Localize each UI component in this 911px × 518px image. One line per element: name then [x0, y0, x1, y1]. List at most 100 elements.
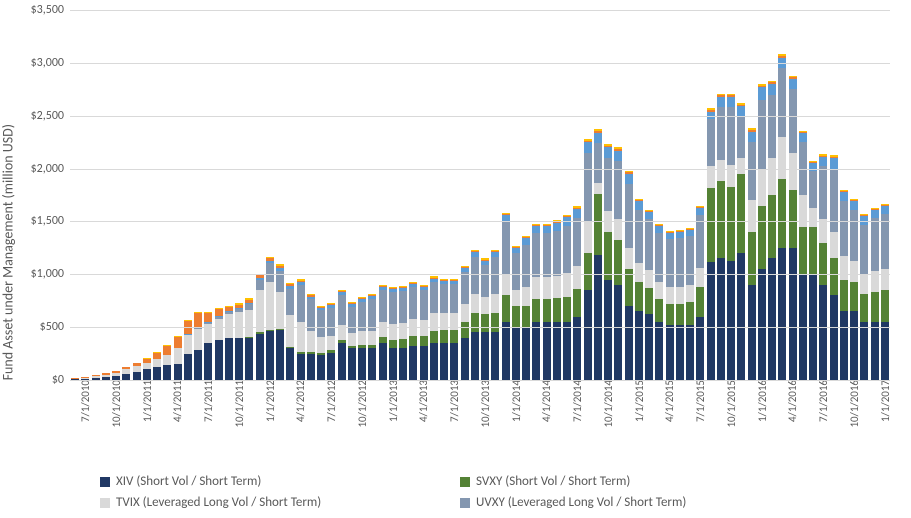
bar-stack [327, 303, 335, 380]
bar-slot [296, 10, 306, 380]
bar-stack [102, 373, 110, 380]
bar-segment-UVXY [266, 263, 274, 282]
bar-segment-OTHER1 [809, 163, 817, 170]
x-tick-label: 10/1/2010 [106, 380, 123, 428]
bar-stack [163, 345, 171, 380]
bar-slot: 7/1/2015 [685, 10, 695, 380]
bar-stack [871, 208, 879, 380]
bar-segment-UVXY [491, 257, 499, 294]
bar-segment-XIV [307, 354, 315, 380]
bar-segment-TVIX [573, 266, 581, 289]
bar-slot: 7/1/2011 [193, 10, 203, 380]
bar-segment-UVXY [389, 292, 397, 324]
bar-segment-XIV [368, 348, 376, 380]
legend-item: SVXY (Short Vol / Short Term) [460, 474, 760, 489]
bar-segment-XIV [184, 354, 192, 380]
x-tick-label: 1/1/2013 [383, 380, 400, 422]
bar-segment-XIV [409, 346, 417, 380]
x-tick-label: 7/1/2013 [444, 380, 461, 422]
bar-segment-UVXY [635, 210, 643, 263]
bar-segment-XIV [604, 280, 612, 380]
bar-slot [613, 10, 623, 380]
x-tick-label: 10/1/2016 [844, 380, 861, 428]
bar-stack [737, 103, 745, 380]
bar-segment-OTHER1 [871, 210, 879, 218]
legend-label: UVXY (Leveraged Long Vol / Short Term) [476, 495, 686, 510]
bar-segment-UVXY [809, 171, 817, 208]
bar-slot [521, 10, 531, 380]
bar-segment-UVXY [778, 68, 786, 137]
bar-segment-XIV [235, 338, 243, 380]
bar-segment-TVIX [676, 287, 684, 304]
bar-slot [91, 10, 101, 380]
bar-slot [859, 10, 869, 380]
bar-segment-SVXY [871, 292, 879, 322]
x-tick-label: 4/1/2016 [782, 380, 799, 422]
x-tick-label: 7/1/2016 [813, 380, 830, 422]
bar-segment-XIV [522, 327, 530, 380]
x-tick-label: 10/1/2011 [229, 380, 246, 428]
bar-slot [849, 10, 859, 380]
bar-segment-SVXY [881, 290, 889, 322]
bar-segment-SVXY [389, 340, 397, 348]
bar-slot: 7/1/2014 [562, 10, 572, 380]
bar-segment-XIV [317, 355, 325, 380]
bar-segment-SVXY [553, 298, 561, 322]
bar-stack [174, 336, 182, 380]
bar-segment-SVXY [594, 194, 602, 255]
bars-layer: 7/1/201010/1/20101/1/20114/1/20117/1/201… [70, 10, 890, 380]
bar-segment-UVXY [348, 307, 356, 333]
bar-slot [183, 10, 193, 380]
bar-segment-XIV [584, 290, 592, 380]
bar-slot [173, 10, 183, 380]
bar-segment-OTHER1 [635, 201, 643, 209]
bar-segment-TVIX [830, 232, 838, 258]
bar-segment-OTHER1 [768, 84, 776, 95]
bar-segment-XIV [532, 322, 540, 380]
y-tick-label: $1,500 [31, 214, 64, 228]
bar-slot: 10/1/2014 [593, 10, 603, 380]
bar-segment-OTHER1 [655, 226, 663, 233]
bar-segment-SVXY [850, 282, 858, 312]
bar-stack [317, 306, 325, 380]
bar-segment-OTHER1 [737, 106, 745, 116]
legend-label: SVXY (Short Vol / Short Term) [476, 474, 630, 489]
bar-segment-SVXY [840, 280, 848, 312]
bar-segment-TVIX [748, 200, 756, 232]
bar-slot: 4/1/2011 [162, 10, 172, 380]
bar-segment-UVXY [481, 265, 489, 297]
bar-segment-SVXY [563, 297, 571, 322]
bar-segment-SVXY [409, 336, 417, 347]
bar-slot: 4/1/2015 [654, 10, 664, 380]
bar-segment-UVXY [830, 169, 838, 232]
bar-segment-XIV [676, 325, 684, 380]
bar-segment-UVXY [512, 253, 520, 290]
bar-segment-TVIX [666, 287, 674, 304]
bar-slot [234, 10, 244, 380]
bar-slot [788, 10, 798, 380]
bar-segment-OTHER2 [194, 313, 202, 327]
bar-slot: 10/1/2011 [224, 10, 234, 380]
bar-stack [666, 231, 674, 380]
bar-segment-TVIX [225, 314, 233, 337]
bar-segment-OTHER1 [696, 208, 704, 215]
bar-stack [604, 144, 612, 380]
bar-segment-UVXY [819, 166, 827, 219]
bar-segment-SVXY [727, 187, 735, 261]
bar-segment-XIV [748, 285, 756, 380]
y-tick-label: $2,500 [31, 109, 64, 123]
bar-segment-OTHER2 [174, 337, 182, 348]
bar-segment-XIV [871, 322, 879, 380]
grid-line [70, 10, 890, 11]
bar-segment-SVXY [614, 240, 622, 284]
bar-segment-SVXY [799, 227, 807, 275]
x-tick-label: 10/1/2015 [721, 380, 738, 428]
bar-segment-SVXY [696, 287, 704, 317]
bar-segment-TVIX [194, 329, 202, 350]
bar-segment-UVXY [573, 218, 581, 266]
bar-stack [686, 228, 694, 380]
bar-segment-TVIX [758, 169, 766, 206]
bar-segment-UVXY [543, 233, 551, 277]
bar-slot: 4/1/2016 [777, 10, 787, 380]
bar-segment-UVXY [850, 210, 858, 261]
